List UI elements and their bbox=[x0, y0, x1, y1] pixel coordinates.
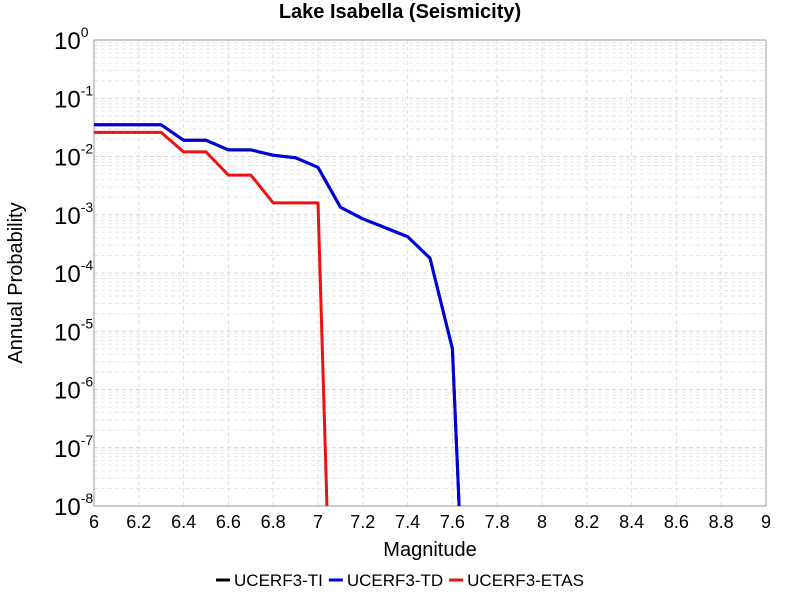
y-tick-labels: 100 10-1 10-2 10-3 10-4 10-5 10-6 10-7 10-8 bbox=[54, 24, 93, 521]
x-tick-label: 6 bbox=[89, 512, 99, 532]
x-tick-label: 6.8 bbox=[261, 512, 286, 532]
chart-title: Lake Isabella (Seismicity) bbox=[279, 1, 521, 23]
x-tick-label: 7.4 bbox=[395, 512, 420, 532]
y-tick-label: 10-4 bbox=[54, 257, 93, 288]
grid bbox=[93, 39, 767, 507]
x-tick-label: 7.2 bbox=[350, 512, 375, 532]
x-tick-label: 6.2 bbox=[126, 512, 151, 532]
y-tick-label: 10-1 bbox=[54, 82, 93, 113]
series-line-ucerf3-ti bbox=[94, 123, 461, 507]
series-line-ucerf3-td bbox=[94, 123, 461, 507]
series-line-ucerf3-etas bbox=[94, 130, 329, 507]
y-tick-label: 10-2 bbox=[54, 141, 93, 172]
legend-label: UCERF3-TD bbox=[347, 571, 443, 590]
x-tick-label: 9 bbox=[761, 512, 771, 532]
y-axis-label: Annual Probability bbox=[5, 202, 27, 363]
x-tick-label: 7 bbox=[313, 512, 323, 532]
y-tick-label: 10-3 bbox=[54, 199, 93, 230]
y-tick-label: 10-8 bbox=[54, 490, 93, 521]
y-tick-label: 10-7 bbox=[54, 432, 93, 463]
x-tick-label: 6.6 bbox=[216, 512, 241, 532]
x-tick-label: 8.2 bbox=[574, 512, 599, 532]
x-axis-label: Magnitude bbox=[383, 539, 476, 561]
x-tick-label: 8.8 bbox=[709, 512, 734, 532]
x-tick-label: 8 bbox=[537, 512, 547, 532]
legend: UCERF3-TI UCERF3-TD UCERF3-ETAS bbox=[216, 571, 584, 590]
x-tick-label: 6.4 bbox=[171, 512, 196, 532]
legend-item: UCERF3-TI bbox=[216, 571, 323, 590]
plot-area-frame bbox=[93, 39, 767, 507]
x-tick-label: 8.6 bbox=[664, 512, 689, 532]
series-layer bbox=[94, 123, 461, 507]
x-tick-label: 7.6 bbox=[440, 512, 465, 532]
x-tick-labels: 6 6.2 6.4 6.6 6.8 7 7.2 7.4 7.6 7.8 8 8.2 8.4 8.6 8.8 9 bbox=[89, 512, 771, 532]
legend-label: UCERF3-TI bbox=[234, 571, 323, 590]
legend-label: UCERF3-ETAS bbox=[467, 571, 584, 590]
y-tick-label: 10-5 bbox=[54, 315, 93, 346]
y-tick-label: 100 bbox=[54, 24, 89, 55]
x-tick-label: 7.8 bbox=[485, 512, 510, 532]
legend-item: UCERF3-ETAS bbox=[449, 571, 584, 590]
y-tick-label: 10-6 bbox=[54, 374, 93, 405]
x-tick-label: 8.4 bbox=[619, 512, 644, 532]
legend-item: UCERF3-TD bbox=[328, 571, 443, 590]
